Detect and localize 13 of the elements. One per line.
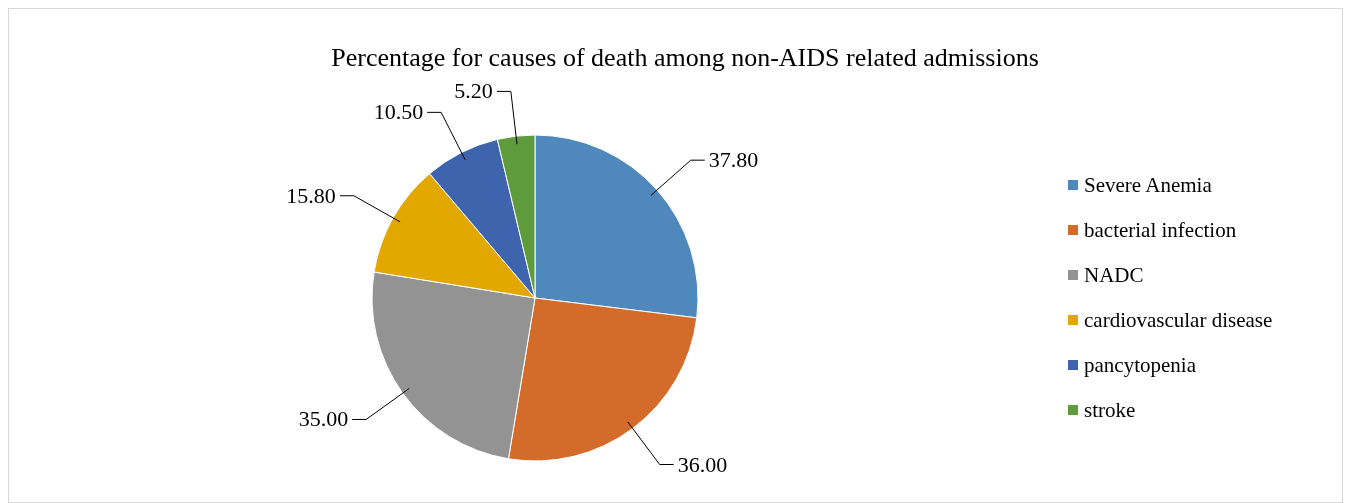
legend-label: NADC [1084,263,1144,287]
legend-label: bacterial infection [1084,218,1237,242]
data-label: 10.50 [373,99,424,125]
legend-label: stroke [1084,398,1136,422]
data-label: 35.00 [298,406,349,432]
data-label: 5.20 [454,78,493,104]
data-label: 37.80 [708,147,759,173]
chart-title: Percentage for causes of death among non-AIDS related admissions [331,43,1039,72]
data-label: 36.00 [677,451,728,477]
data-label: 15.80 [286,182,336,208]
legend-label: pancytopenia [1084,353,1197,377]
legend-label: Severe Anemia [1084,173,1213,197]
legend-label: cardiovascular disease [1084,308,1273,332]
